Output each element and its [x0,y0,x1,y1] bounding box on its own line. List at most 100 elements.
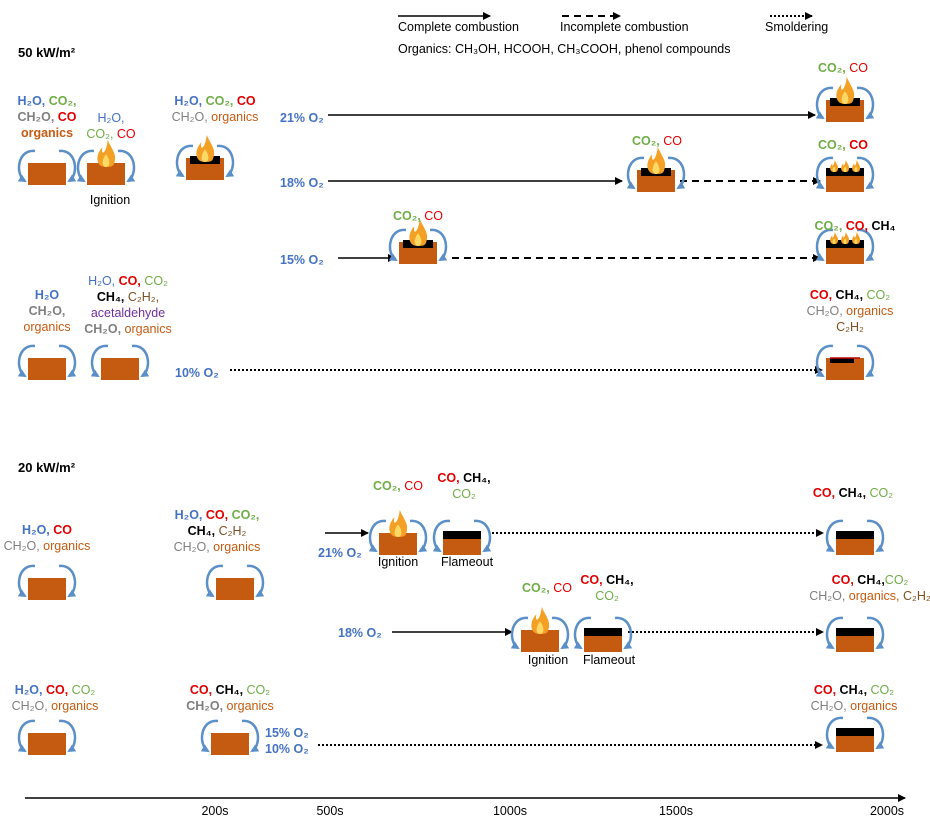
species: organics [850,699,898,713]
species: CO₂, [632,134,664,148]
species: CO, [189,683,216,697]
species: CH₄ [871,219,896,233]
species-line: CO₂, CO [818,137,868,153]
species: H₂O, [88,274,119,288]
species-label: H₂O, CO₂, CH₂O, CO organics [17,93,76,141]
time-label: 200s [201,804,229,818]
species: CH₂O, [28,304,66,318]
species-label: H₂O, CO, CO₂, CH₄, C₂H₂ CH₂O, organics [174,507,261,555]
species: CO [236,94,256,108]
species: organics [20,126,74,140]
flow-arrow [429,228,448,262]
flow-arrow [856,86,875,120]
flow-arrow [409,519,428,553]
species-line: CO, CH₄, [437,470,490,486]
flow-arrow [58,564,77,598]
species: CO [849,138,868,152]
species-line: CH₂O, organics [172,109,259,125]
species: H₂O, [97,111,125,125]
flow-arrow [815,86,834,120]
species-line: H₂O, [86,110,135,126]
species: CH₂O, [810,699,851,713]
flame-core [832,166,836,172]
species: organics [213,540,261,554]
flame-core [843,238,847,244]
species: CO₂ [71,683,96,697]
flame [409,219,428,246]
species-line: CH₂O, organics [4,538,91,554]
species-line: CH₂O, organics [12,698,99,714]
flow-arrow [368,519,387,553]
sample [379,533,417,555]
time-label: 1500s [658,804,694,818]
event-label: Ignition [527,653,569,667]
flow-arrow [131,344,150,378]
flow-arrow [573,616,592,650]
species: organics [23,320,71,334]
flame-core [536,621,544,634]
species-label: CO, CH₄,CO₂ CH₂O, organics, C₂H₂ [809,572,930,604]
flame-core [843,166,847,172]
species-line: H₂O, CO, CO₂ [84,273,172,289]
species: CO₂, [231,508,260,522]
flow-arrow [205,564,224,598]
flow-arrow [17,564,36,598]
time-label: 2000s [869,804,905,818]
species: CH₂O, [17,110,58,124]
oxygen-level: 15% O₂ [265,726,309,740]
species-line: H₂O, CO₂, [17,93,76,109]
oxygen-level: 18% O₂ [280,176,324,190]
species: H₂O, [17,94,49,108]
species: CH₄, [187,524,219,538]
char-layer [836,728,874,736]
species-line: CO, CH₄, [580,572,633,588]
species-line: CO, CH₄,CO₂ [809,572,930,588]
flow-arrow [246,564,265,598]
species: CO₂, [818,61,850,75]
flow-arrow [815,344,834,378]
species-line: CH₂O, organics [807,303,894,319]
species-line: CO₂, CO [86,126,135,142]
flow-arrow [667,156,686,190]
flow-arrow [17,149,36,183]
species-line: C₂H₂ [807,319,894,335]
species-line: CO₂ [437,486,490,502]
species-line: H₂O, CO₂, CO [172,93,259,109]
species: C₂H₂ [218,524,247,538]
species: CO₂ [452,487,476,501]
species: C₂H₂ [836,320,864,334]
flow-arrow [216,144,235,178]
species-line: CO₂, CO [632,133,682,149]
species: CO [57,110,77,124]
flame [852,160,861,172]
species-line: H₂O, CO [4,522,91,538]
species-line: CO₂, CO [373,478,423,494]
flow-arrow [866,716,885,750]
species-line: CO, CH₄, CO₂ [811,682,898,698]
species-label: H₂O, CO, CO₂ CH₂O, organics [12,682,99,714]
event-label: Flameout [440,555,494,569]
species: CO, [580,573,607,587]
flame-core [102,154,110,167]
species: CO, [45,683,72,697]
species-line: organics [23,319,70,335]
species: CH₄, [835,288,867,302]
flow-arrow [856,156,875,190]
sample [521,630,559,652]
flow-arrow [815,228,834,262]
species: organics [43,539,91,553]
species: CO₂, [522,581,554,595]
sample [28,358,66,380]
species-line: CO₂, CO [818,60,868,76]
species: acetaldehyde [90,306,166,320]
flow-arrow [473,519,492,553]
species-label: CO₂, CO [393,208,443,224]
species: organics [51,699,99,713]
flow-arrow [856,228,875,262]
species: CO [424,209,443,223]
species: CO [404,479,423,493]
legend-label: Complete combustion [398,20,519,34]
species-line: H₂O, CO, CO₂ [12,682,99,698]
